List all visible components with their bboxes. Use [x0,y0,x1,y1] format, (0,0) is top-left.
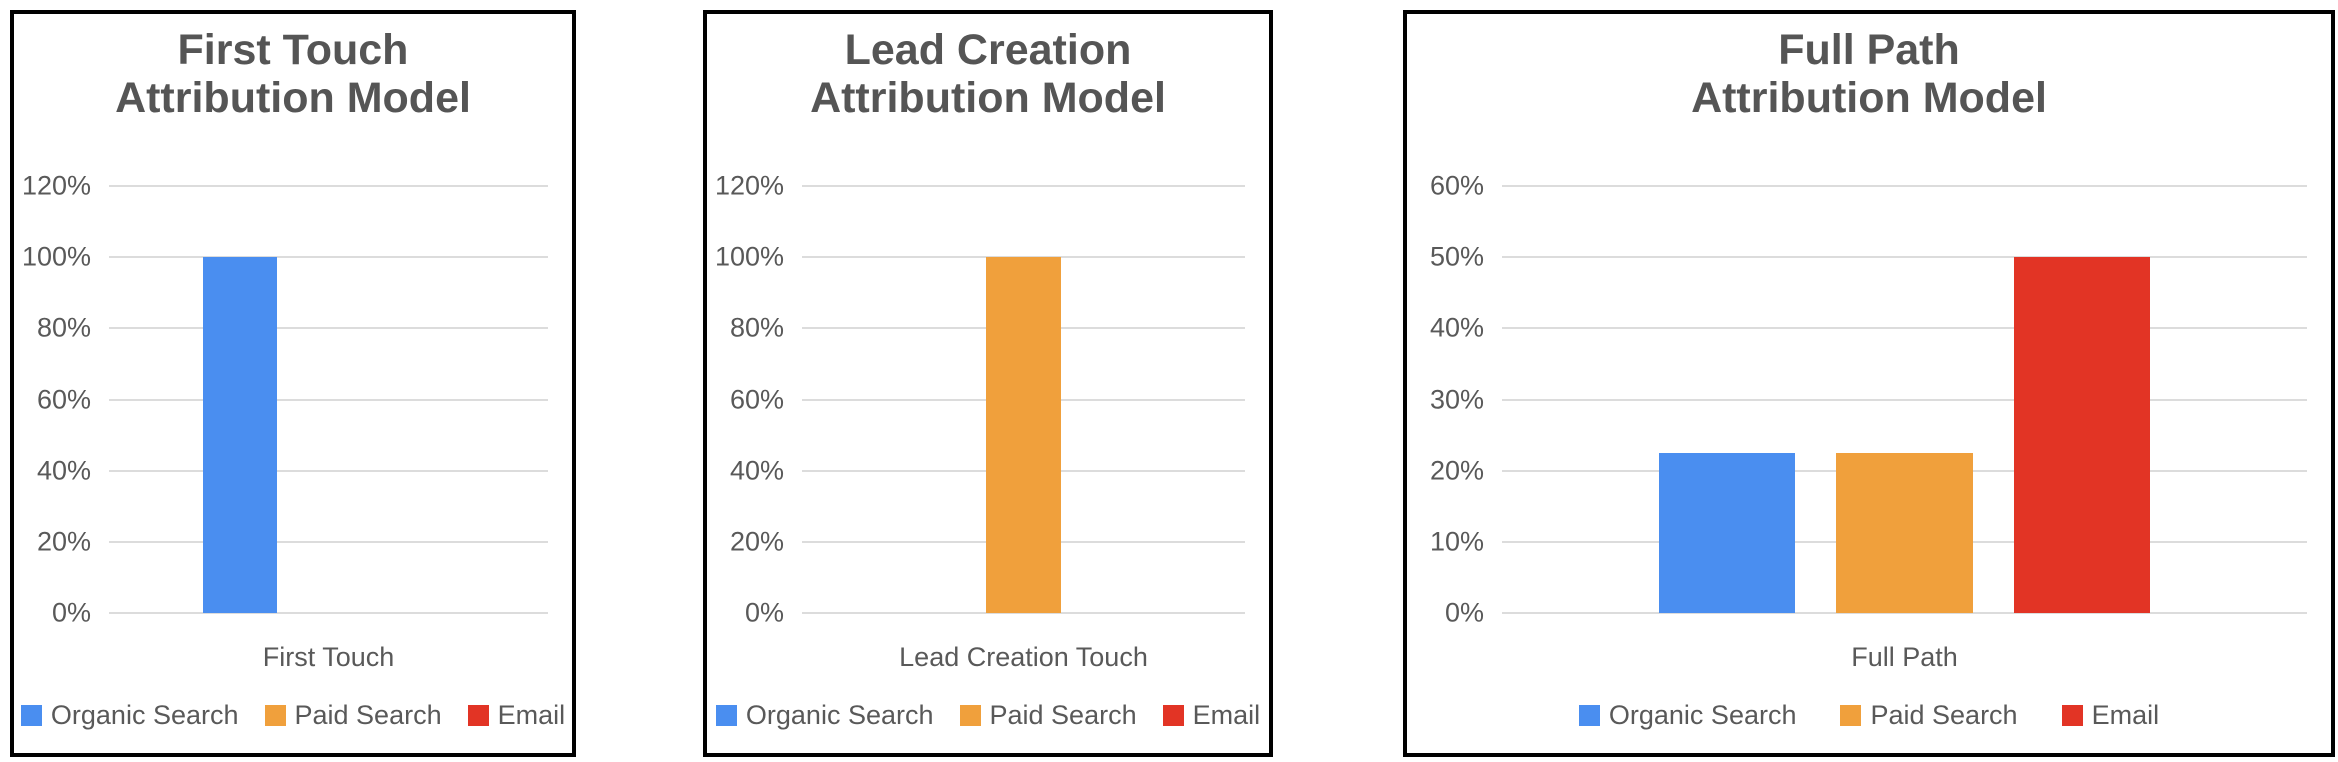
y-tick-label: 0% [1444,597,1484,628]
gridline [802,612,1245,614]
legend-item-organic-search: Organic Search [1578,700,1797,731]
legend-swatch-email [1162,705,1184,726]
legend-swatch-organic-search [20,705,42,726]
y-tick-label: 30% [1429,384,1484,414]
legend-item-email: Email [1162,700,1261,731]
y-tick-label: 60% [729,384,784,414]
gridline [109,256,548,259]
y-tick-label: 10% [1429,526,1484,557]
legend-label: Paid Search [1870,700,2018,730]
gridline [109,540,548,543]
legend: Organic Search Paid Search Email [1417,700,2321,731]
legend-label: Organic Search [745,700,934,730]
legend-swatch-email [2061,705,2083,726]
y-tick-label: 0% [51,597,91,628]
y-tick-label: 40% [1429,312,1484,343]
bar-paid-search [986,257,1061,613]
legend-label: Organic Search [50,700,239,730]
legend-item-organic-search: Organic Search [715,700,934,731]
x-axis-category-label: Lead Creation Touch [899,642,1148,672]
chart-title: Lead Creation Attribution Model [810,26,1166,122]
y-tick-label: 80% [729,312,784,343]
chart-full-path-attribution-model: Full Path Attribution Model 60% 50% 40% 30%… [1403,10,2335,757]
legend-item-organic-search: Organic Search [20,700,239,731]
legend-swatch-email [467,705,489,726]
y-tick-label: 40% [729,455,784,486]
chart-title: First Touch Attribution Model [115,26,471,122]
gridline [802,185,1245,187]
legend: Organic Search Paid Search Email [20,700,565,731]
legend-label: Paid Search [294,700,442,730]
bar-paid-search [1836,452,1973,613]
y-tick-label: 120% [21,170,91,201]
y-tick-label: 100% [21,241,91,272]
x-axis-category-label: Full Path [1851,642,1958,672]
gridline [1502,612,2307,614]
y-tick-label: 60% [36,384,91,414]
plot-area: 60% 50% 40% 30% 20% 10% 0% [1430,171,2307,628]
gridline [109,185,548,187]
y-tick-label: 50% [1429,241,1484,272]
y-tick-label: 20% [36,526,91,557]
gridline [1502,327,2307,330]
gridline [1502,185,2307,187]
y-tick-label: 40% [36,455,91,486]
legend-item-email: Email [467,700,566,731]
y-tick-label: 60% [1429,170,1484,201]
y-tick-label: 0% [744,597,784,628]
gridline [802,256,1245,259]
legend-swatch-paid-search [959,705,981,726]
bars [1502,186,2307,613]
legend-label: Email [2091,700,2160,730]
bars [802,186,1245,613]
legend-swatch-paid-search [264,705,286,726]
chart-first-touch-attribution-model: First Touch Attribution Model 120% 100% 80… [10,10,576,757]
gridline [109,612,548,614]
x-axis-category-label: First Touch [262,642,395,672]
legend-swatch-paid-search [1840,705,1862,726]
y-tick-label: 20% [729,526,784,557]
gridline [1502,398,2307,401]
legend: Organic Search Paid Search Email [715,700,1261,731]
plot-area: 120% 100% 80% 60% 40% 20% 0% [22,171,548,628]
gridline [109,327,548,330]
y-tick-label: 100% [714,241,784,272]
y-tick-label: 80% [36,312,91,343]
legend-item-paid-search: Paid Search [1840,700,2018,731]
legend-swatch-organic-search [1578,705,1600,726]
chart-title: Full Path Attribution Model [1691,26,2047,122]
legend-swatch-organic-search [715,705,737,726]
legend-item-email: Email [2061,700,2160,731]
bar-email [2014,257,2151,613]
bar-organic-search [1658,452,1795,613]
chart-lead-creation-attribution-model: Lead Creation Attribution Model 120% 100%… [703,10,1273,757]
legend-label: Email [497,700,566,730]
legend-label: Email [1192,700,1261,730]
legend-label: Paid Search [989,700,1137,730]
y-tick-label: 120% [714,170,784,201]
legend-item-paid-search: Paid Search [959,700,1137,731]
legend-item-paid-search: Paid Search [264,700,442,731]
bar-organic-search [203,257,278,613]
gridline [109,398,548,401]
plot-area: 120% 100% 80% 60% 40% 20% 0% [715,171,1245,628]
legend-label: Organic Search [1608,700,1797,730]
bars [109,186,548,613]
y-tick-label: 20% [1429,455,1484,486]
gridline [109,469,548,472]
gridline [1502,256,2307,259]
